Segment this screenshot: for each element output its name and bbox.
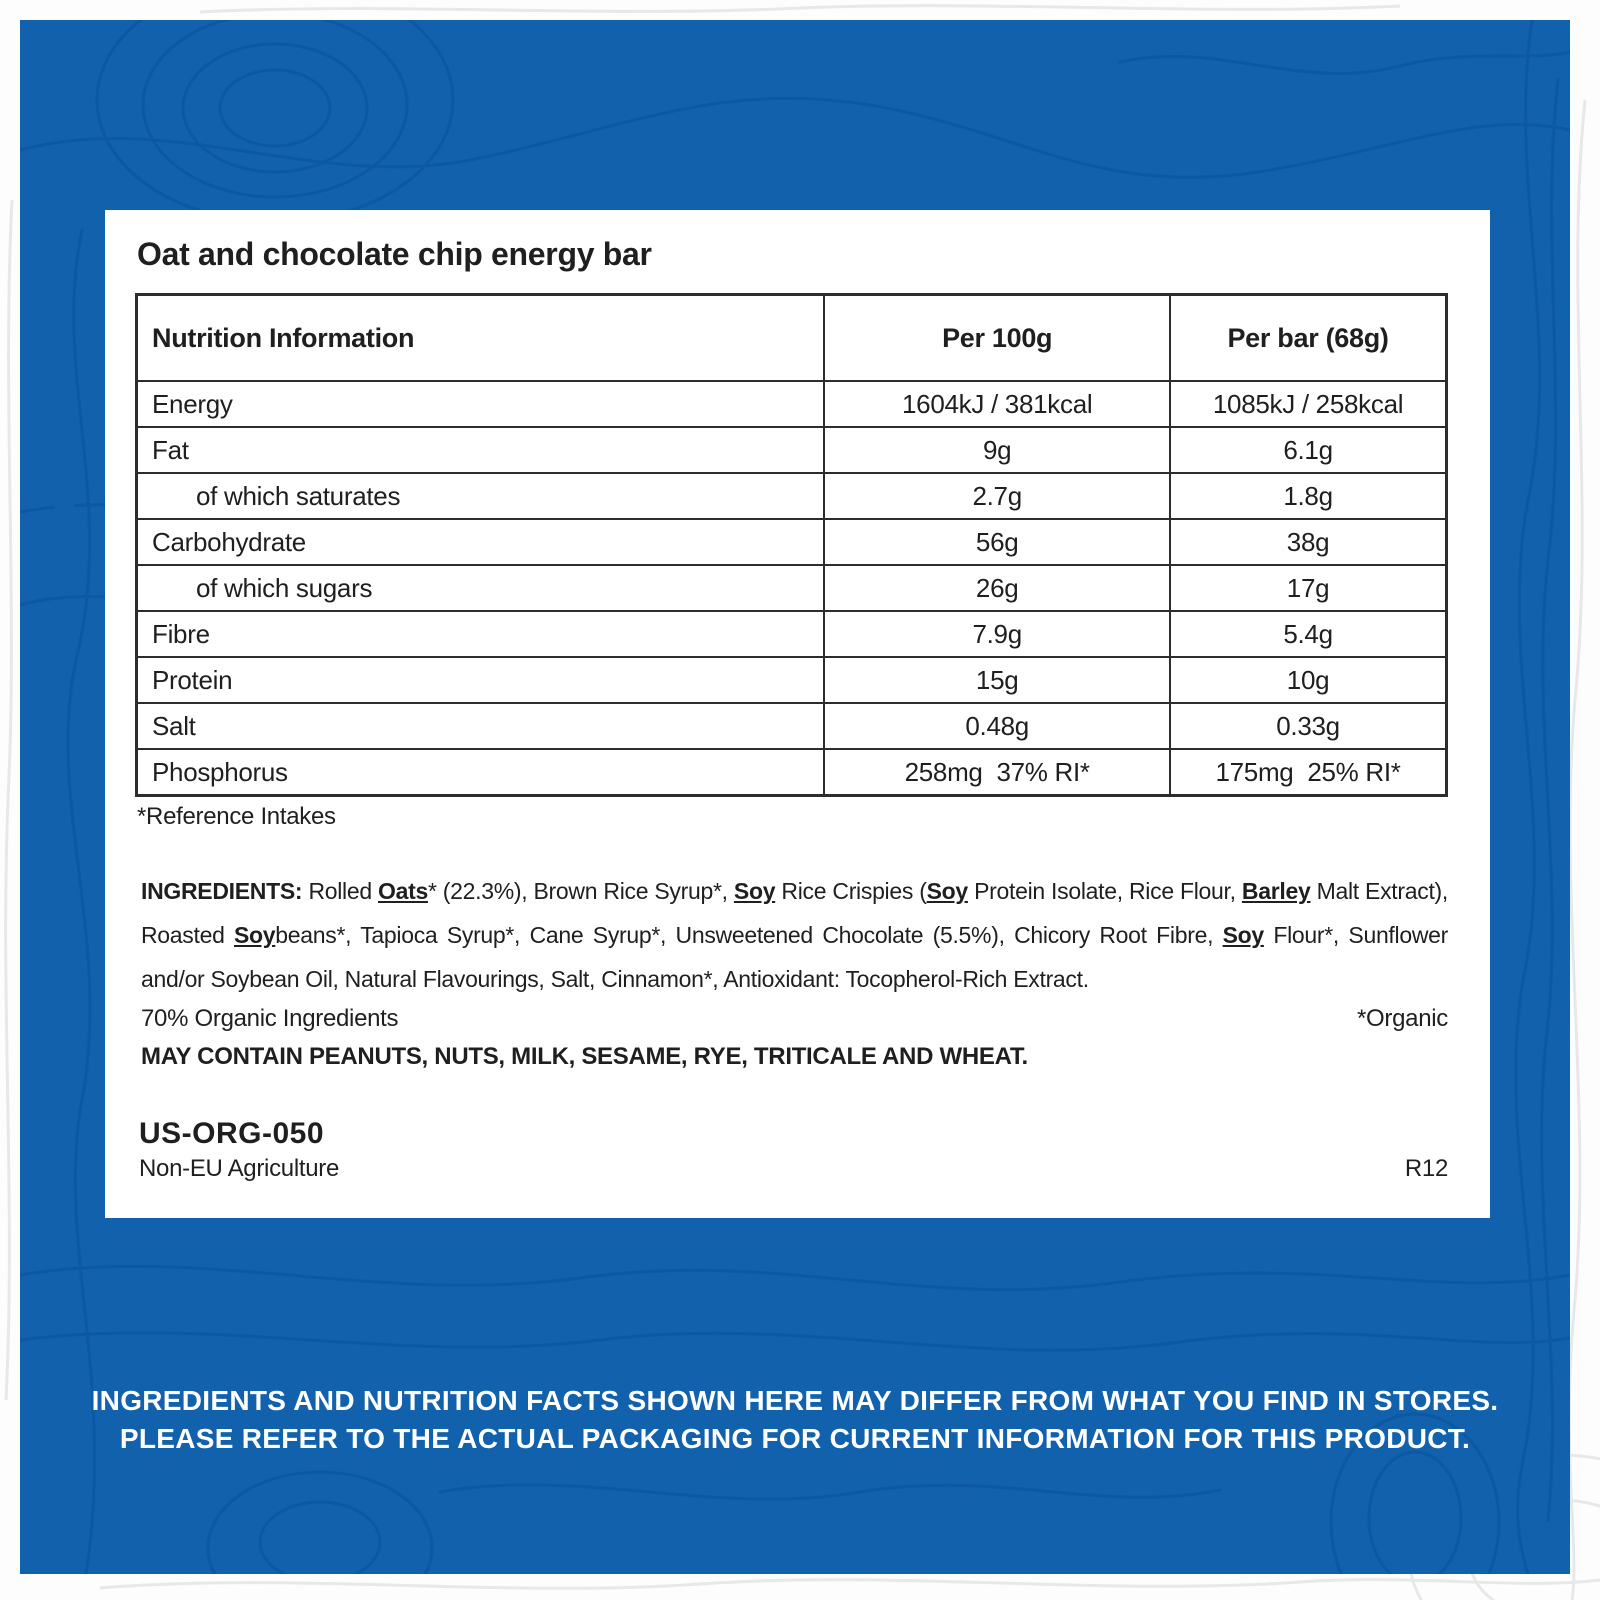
row-value-per-100g: 258mg 37% RI*: [823, 748, 1172, 797]
header-per-bar: Per bar (68g): [1169, 293, 1448, 382]
row-label: Energy: [135, 380, 826, 428]
nutrition-table: Nutrition Information Per 100g Per bar (…: [135, 293, 1448, 797]
row-value-per-bar: 38g: [1169, 518, 1448, 566]
organic-certification-code: US-ORG-050: [139, 1117, 325, 1150]
product-title: Oat and chocolate chip energy bar: [137, 236, 652, 272]
table-row-energy: Energy 1604kJ / 381kcal 1085kJ / 258kcal: [135, 380, 1448, 428]
table-row-fibre: Fibre 7.9g 5.4g: [135, 610, 1448, 658]
blue-background-panel: Oat and chocolate chip energy bar Nutrit…: [20, 20, 1570, 1574]
table-header-row: Nutrition Information Per 100g Per bar (…: [135, 293, 1448, 382]
row-value-per-100g: 15g: [823, 656, 1172, 704]
agriculture-origin: Non-EU Agriculture: [139, 1155, 340, 1182]
ingredients-paragraph: INGREDIENTS: Rolled Oats* (22.3%), Brown…: [141, 878, 1448, 992]
row-value-per-bar: 1085kJ / 258kcal: [1169, 380, 1448, 428]
disclaimer-line-2: PLEASE REFER TO THE ACTUAL PACKAGING FOR…: [119, 1423, 1471, 1454]
row-label: Phosphorus: [135, 748, 826, 797]
row-label: Fibre: [135, 610, 826, 658]
row-value-per-bar: 5.4g: [1169, 610, 1448, 658]
table-row-saturates: of which saturates 2.7g 1.8g: [135, 472, 1448, 520]
row-label: Protein: [135, 656, 826, 704]
organic-percentage: 70% Organic Ingredients: [141, 1005, 399, 1032]
row-value-per-100g: 2.7g: [823, 472, 1172, 520]
store-disclaimer: INGREDIENTS AND NUTRITION FACTS SHOWN HE…: [20, 1382, 1570, 1458]
table-row-salt: Salt 0.48g 0.33g: [135, 702, 1448, 750]
row-value-per-100g: 26g: [823, 564, 1172, 612]
row-value-per-bar: 17g: [1169, 564, 1448, 612]
row-label: Salt: [135, 702, 826, 750]
table-row-phosphorus: Phosphorus 258mg 37% RI* 175mg 25% RI*: [135, 748, 1448, 797]
allergen-warning: MAY CONTAIN PEANUTS, NUTS, MILK, SESAME,…: [141, 1043, 1028, 1070]
reference-intakes-note: *Reference Intakes: [137, 803, 336, 830]
organic-info-row: 70% Organic Ingredients *Organic: [141, 1005, 1448, 1033]
row-label: Fat: [135, 426, 826, 474]
row-value-per-bar: 1.8g: [1169, 472, 1448, 520]
row-value-per-bar: 10g: [1169, 656, 1448, 704]
row-value-per-bar: 175mg 25% RI*: [1169, 748, 1448, 797]
disclaimer-line-1: INGREDIENTS AND NUTRITION FACTS SHOWN HE…: [91, 1385, 1499, 1416]
revision-code: R12: [1404, 1155, 1448, 1182]
row-value-per-100g: 56g: [823, 518, 1172, 566]
row-label: of which sugars: [135, 564, 826, 612]
organic-asterisk-note: *Organic: [1357, 1005, 1448, 1032]
header-nutrition-information: Nutrition Information: [135, 293, 826, 382]
table-row-carbohydrate: Carbohydrate 56g 38g: [135, 518, 1448, 566]
table-row-fat: Fat 9g 6.1g: [135, 426, 1448, 474]
table-row-protein: Protein 15g 10g: [135, 656, 1448, 704]
row-value-per-bar: 0.33g: [1169, 702, 1448, 750]
row-value-per-bar: 6.1g: [1169, 426, 1448, 474]
row-value-per-100g: 9g: [823, 426, 1172, 474]
table-row-sugars: of which sugars 26g 17g: [135, 564, 1448, 612]
certification-row: Non-EU Agriculture R12: [139, 1155, 1448, 1183]
row-value-per-100g: 1604kJ / 381kcal: [823, 380, 1172, 428]
row-label: of which saturates: [135, 472, 826, 520]
header-per-100g: Per 100g: [823, 293, 1172, 382]
nutrition-card: Oat and chocolate chip energy bar Nutrit…: [105, 210, 1490, 1218]
row-value-per-100g: 7.9g: [823, 610, 1172, 658]
row-label: Carbohydrate: [135, 518, 826, 566]
row-value-per-100g: 0.48g: [823, 702, 1172, 750]
